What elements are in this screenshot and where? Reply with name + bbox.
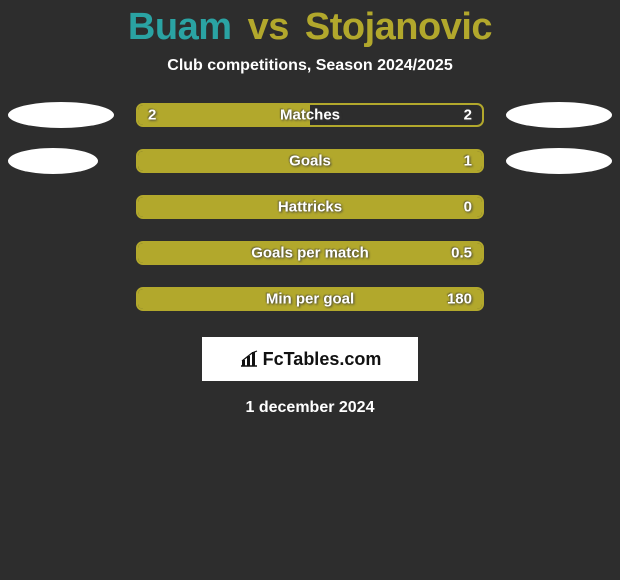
stat-row: Goals per match 0.5 [0,241,620,265]
date-label: 1 december 2024 [0,399,620,417]
page-title: Buam vs Stojanovic [0,6,620,49]
stat-bar: 2 Matches 2 [136,103,484,127]
vs-label: vs [248,6,289,48]
stat-row: Goals 1 [0,149,620,173]
player1-name: Buam [128,6,232,48]
stat-label: Goals [289,153,331,170]
right-value: 1 [464,153,472,170]
fctables-logo[interactable]: FcTables.com [202,337,418,381]
stat-label: Matches [280,107,340,124]
right-ellipse [506,102,612,128]
left-ellipse [8,148,98,174]
left-value: 2 [148,107,156,124]
stat-bar: Goals per match 0.5 [136,241,484,265]
stat-bar: Min per goal 180 [136,287,484,311]
stats-rows: 2 Matches 2 Goals 1 Hattricks 0 [0,103,620,311]
bar-chart-icon [239,350,259,368]
stat-label: Hattricks [278,199,342,216]
logo-text: FcTables.com [263,349,382,370]
stat-label: Goals per match [251,245,369,262]
stat-bar: Goals 1 [136,149,484,173]
right-value: 0 [464,199,472,216]
left-ellipse [8,102,114,128]
player2-name: Stojanovic [305,6,492,48]
right-value: 2 [464,107,472,124]
stat-row: 2 Matches 2 [0,103,620,127]
comparison-widget: Buam vs Stojanovic Club competitions, Se… [0,0,620,417]
logo-inner: FcTables.com [239,349,382,370]
right-value: 0.5 [451,245,472,262]
stat-bar: Hattricks 0 [136,195,484,219]
stat-label: Min per goal [266,291,354,308]
right-value: 180 [447,291,472,308]
stat-row: Hattricks 0 [0,195,620,219]
right-ellipse [506,148,612,174]
stat-row: Min per goal 180 [0,287,620,311]
subtitle: Club competitions, Season 2024/2025 [0,57,620,75]
